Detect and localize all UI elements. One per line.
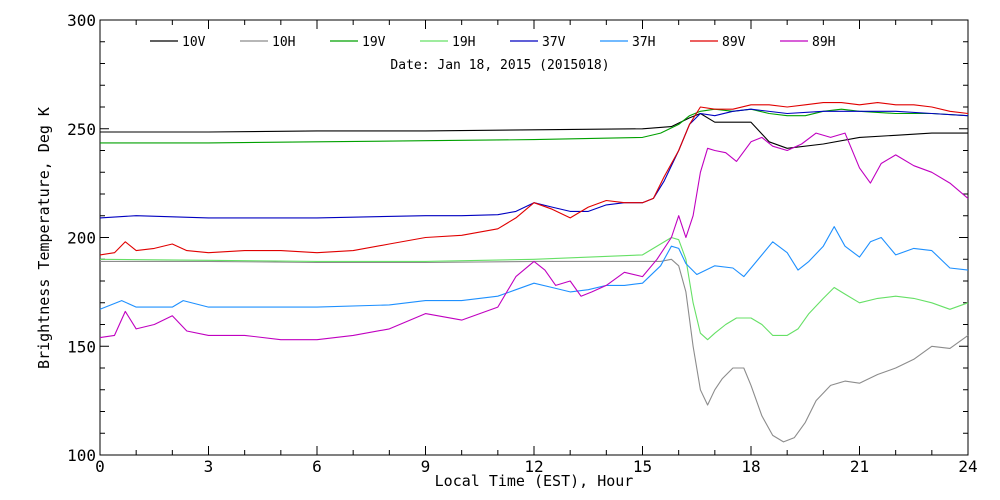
y-tick-label: 100 bbox=[67, 446, 96, 465]
plot-frame bbox=[99, 19, 969, 456]
x-tick-label: 3 bbox=[204, 457, 214, 476]
x-tick-label: 18 bbox=[741, 457, 760, 476]
legend-label-37h: 37H bbox=[632, 35, 655, 50]
series-line-89v bbox=[99, 102, 969, 256]
series-line-37v bbox=[99, 108, 969, 219]
legend-label-89h: 89H bbox=[812, 35, 835, 50]
y-tick-label: 250 bbox=[67, 120, 96, 139]
legend-label-10h: 10H bbox=[272, 35, 295, 50]
x-tick-label: 15 bbox=[633, 457, 652, 476]
series-line-10v bbox=[100, 112, 968, 149]
legend-label-89v: 89V bbox=[722, 35, 746, 50]
axis-ticks bbox=[99, 19, 969, 456]
legend-label-37v: 37V bbox=[542, 35, 566, 50]
y-tick-label: 300 bbox=[67, 11, 96, 30]
legend-label-19h: 19H bbox=[452, 35, 475, 50]
legend-label-10v: 10V bbox=[182, 35, 206, 50]
x-tick-label: 21 bbox=[850, 457, 869, 476]
y-tick-label: 150 bbox=[67, 337, 96, 356]
series-line-37h bbox=[99, 226, 969, 310]
x-tick-label: 9 bbox=[421, 457, 431, 476]
series-line-19h bbox=[99, 236, 969, 341]
x-tick-label: 6 bbox=[312, 457, 322, 476]
series-line-10h bbox=[100, 258, 969, 443]
series-line-89h bbox=[99, 132, 969, 341]
series-line-19v bbox=[100, 108, 969, 144]
axis-tick-labels: 0 3 6 9 12 15 18 21 24 100 150 200 250 300 bbox=[67, 11, 978, 476]
y-axis-title: Brightness Temperature, Deg K bbox=[35, 107, 53, 369]
x-axis-title: Local Time (EST), Hour bbox=[435, 472, 634, 490]
x-tick-label: 0 bbox=[95, 457, 105, 476]
series-lines bbox=[99, 102, 969, 443]
x-tick-label: 12 bbox=[524, 457, 543, 476]
legend: 10V 10H 19V 19H 37V 37H 89V 89H bbox=[150, 35, 835, 50]
y-tick-label: 200 bbox=[67, 229, 96, 248]
chart-subtitle: Date: Jan 18, 2015 (2015018) bbox=[390, 58, 609, 73]
legend-label-19v: 19V bbox=[362, 35, 386, 50]
x-tick-label: 24 bbox=[958, 457, 977, 476]
